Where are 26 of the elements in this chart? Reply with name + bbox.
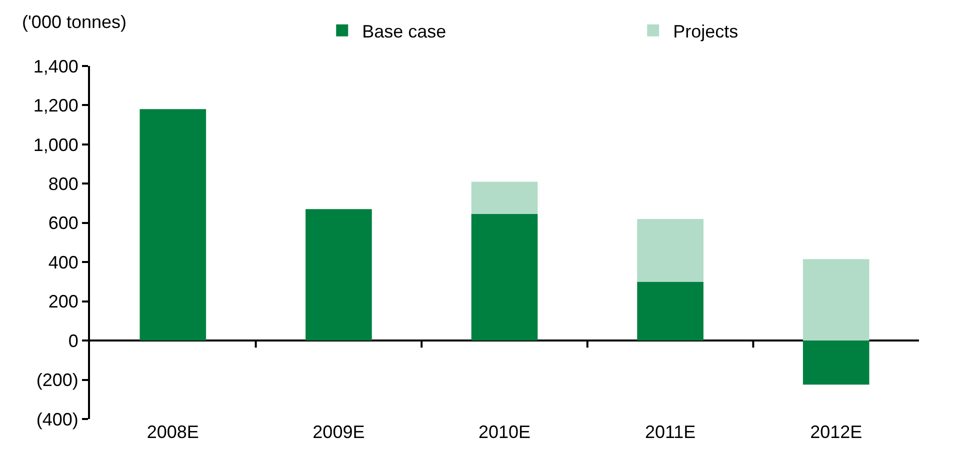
bar xyxy=(471,182,538,214)
bar xyxy=(306,209,372,341)
y-tick-label: 1,000 xyxy=(33,134,78,155)
bar xyxy=(471,214,538,341)
y-tick-label: 600 xyxy=(48,213,78,234)
y-tick-label: 400 xyxy=(48,252,78,272)
bar xyxy=(802,340,870,385)
bar xyxy=(637,218,704,282)
bar xyxy=(140,109,206,341)
bar xyxy=(637,282,704,341)
legend-label: Projects xyxy=(673,21,738,42)
x-tick-label: 2008E xyxy=(146,422,199,442)
y-axis-title: ('000 tonnes) xyxy=(22,12,127,32)
y-tick-label: 1,400 xyxy=(33,56,78,76)
y-tick-label: (400) xyxy=(36,409,78,430)
x-tick-label: 2010E xyxy=(478,422,531,442)
x-tick-label: 2009E xyxy=(312,422,365,442)
y-tick-label: 0 xyxy=(68,330,78,351)
bar xyxy=(802,259,870,341)
x-tick-label: 2012E xyxy=(810,422,862,442)
y-tick-label: (200) xyxy=(36,370,78,390)
y-tick-label: 800 xyxy=(48,174,78,194)
y-tick-label: 1,200 xyxy=(33,96,78,116)
legend-label: Base case xyxy=(362,21,446,42)
x-tick-label: 2011E xyxy=(644,422,696,442)
y-tick-label: 200 xyxy=(48,292,78,312)
